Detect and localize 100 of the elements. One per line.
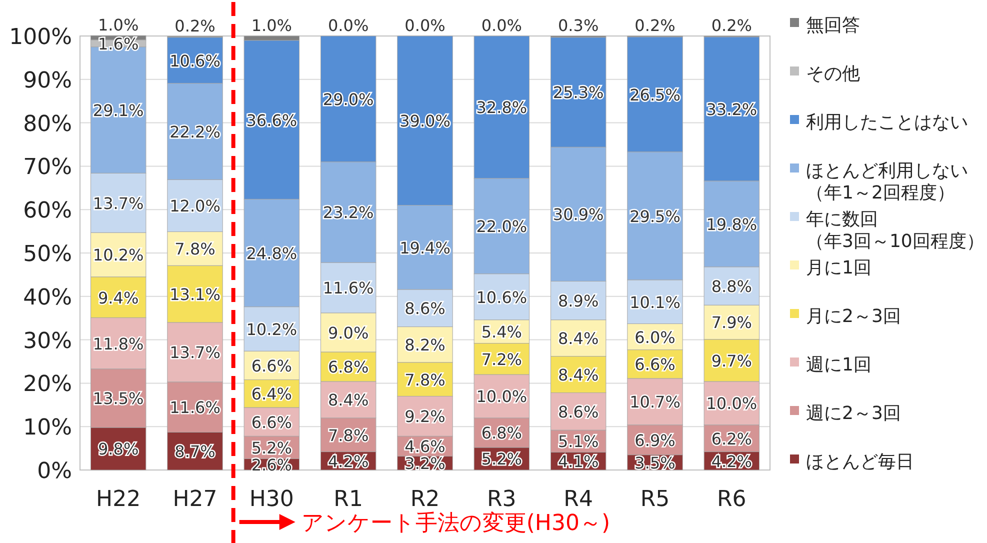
data-label: 7.8% [174,240,216,259]
data-label: 11.6% [322,278,374,298]
y-tick-label: 70% [23,155,72,180]
legend-label: その他 [806,64,860,84]
ref-line-label: アンケート手法の変更(H30～) [301,511,610,536]
data-label: 3.2% [404,454,446,474]
data-label: 2.6% [251,455,292,474]
data-label: 10.1% [630,292,680,312]
data-label: 0.3% [558,16,599,35]
data-label: 3.5% [634,453,676,472]
data-label: 11.6% [170,398,220,418]
data-label: 7.9% [711,313,752,332]
data-label: 5.4% [481,322,522,342]
data-label: 4.2% [328,452,369,471]
data-label: 22.2% [170,122,220,142]
legend-label: ほとんど利用しない（年1～2回程度） [806,160,968,204]
data-label: 10.6% [476,288,528,307]
legend-label: 月に2～3回 [806,306,901,327]
data-label: 32.8% [476,98,528,118]
data-label: 8.7% [174,442,216,462]
data-label: 8.6% [404,299,446,318]
data-label: 9.8% [98,440,139,459]
x-tick-label: R6 [717,487,746,512]
data-label: 9.2% [404,407,446,426]
data-label: 10.0% [706,394,758,414]
y-tick-label: 60% [23,198,72,224]
data-label: 6.9% [634,430,676,450]
data-label: 1.6% [98,34,139,54]
data-label: 7.2% [481,350,522,369]
data-label: 26.5% [630,85,680,104]
data-label: 7.8% [404,370,446,390]
y-tick-label: 0% [37,459,72,484]
data-label: 8.6% [558,402,599,422]
data-label: 1.0% [251,16,292,35]
y-tick-label: 50% [23,242,72,267]
data-label: 39.0% [400,112,450,131]
legend-label: 月に1回 [806,258,872,278]
data-label: 0.0% [404,16,446,35]
data-label: 36.6% [246,110,298,130]
data-label: 6.8% [481,424,522,443]
data-label: 8.4% [558,329,599,348]
x-tick-label: H22 [96,487,141,512]
legend-label: 週に2～3回 [806,403,901,424]
data-label: 10.6% [170,51,220,70]
data-label: 29.5% [630,206,680,226]
data-label: 19.4% [400,238,450,258]
data-label: 1.0% [98,16,139,35]
y-tick-label: 10% [23,416,72,441]
data-label: 29.0% [322,90,374,109]
data-label: 5.1% [558,432,599,452]
data-label: 0.2% [711,16,752,35]
data-label: 5.2% [251,438,292,458]
data-label: 10.2% [92,246,144,265]
data-label: 23.2% [322,203,374,222]
data-label: 13.1% [170,285,220,304]
x-tick-label: R5 [640,487,670,512]
data-label: 19.8% [706,214,758,234]
data-label: 6.4% [251,384,292,404]
y-tick-label: 30% [23,328,72,354]
data-label: 6.6% [634,355,676,374]
data-label: 4.6% [404,437,446,456]
data-label: 8.4% [328,390,369,410]
data-label: 30.9% [552,205,604,224]
y-tick-label: 100% [9,25,72,50]
data-label: 8.8% [711,276,752,296]
data-label: 0.0% [481,16,522,35]
legend-label: 週に1回 [806,354,872,376]
data-label: 10.7% [630,392,680,412]
data-label: 0.2% [634,16,676,35]
data-label: 10.2% [246,320,298,339]
data-label: 13.7% [170,343,220,362]
legend-label: 無回答 [806,15,860,36]
data-label: 13.5% [92,389,144,408]
data-label: 6.0% [634,328,676,347]
data-label: 12.0% [170,196,220,216]
data-label: 4.1% [558,452,599,472]
data-label: 33.2% [706,100,758,119]
legend-label: ほとんど毎日 [806,452,914,472]
x-tick-label: R2 [410,487,440,512]
legend-label: 年に数回（年3回～10回程度） [806,209,984,252]
x-tick-label: R3 [487,487,516,512]
data-label: 4.2% [711,452,752,471]
data-label: 5.2% [481,450,522,469]
data-label: 29.1% [92,100,144,120]
data-label: 24.8% [246,244,298,263]
data-label: 6.6% [251,412,292,432]
data-label: 11.8% [92,334,144,354]
data-label: 13.7% [92,194,144,213]
data-label: 8.9% [558,292,599,311]
x-tick-label: H30 [249,487,294,512]
data-label: 0.2% [174,16,216,36]
data-label: 0.0% [328,16,369,35]
data-label: 9.0% [328,323,369,342]
data-label: 7.8% [328,426,369,445]
data-label: 8.2% [404,336,446,355]
data-label: 6.8% [328,358,369,377]
y-tick-label: 80% [23,112,72,137]
data-label: 8.4% [558,366,599,385]
data-label: 22.0% [476,217,528,236]
data-label: 25.3% [552,83,604,102]
